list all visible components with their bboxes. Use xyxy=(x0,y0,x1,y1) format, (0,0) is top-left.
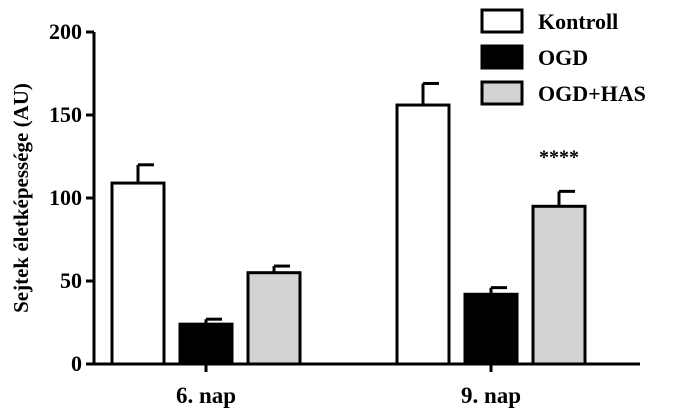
legend-label: OGD xyxy=(538,45,588,70)
y-tick-label: 150 xyxy=(49,102,82,127)
legend: Kontroll OGD OGD+HAS xyxy=(480,8,646,106)
bars: **** xyxy=(110,81,587,366)
bar-ogd-1 xyxy=(178,322,234,366)
axes: 0 50 100 150 200 6. nap 9. nap xyxy=(49,19,640,408)
y-tick-label: 0 xyxy=(71,351,82,376)
x-tick-label: 9. nap xyxy=(461,383,521,408)
bar-ogd-has-2 xyxy=(531,204,587,366)
legend-swatch xyxy=(480,8,524,34)
legend-swatch xyxy=(480,44,524,70)
significance-annotation: **** xyxy=(539,146,579,168)
legend-swatch xyxy=(480,80,524,106)
bar-kontroll-2 xyxy=(395,103,451,366)
legend-label: OGD+HAS xyxy=(538,81,646,106)
x-tick-label: 6. nap xyxy=(176,383,236,408)
y-tick-label: 50 xyxy=(60,268,82,293)
y-tick-label: 100 xyxy=(49,185,82,210)
bar-ogd-has-1 xyxy=(246,271,302,366)
bar-kontroll-1 xyxy=(110,181,166,366)
y-tick-label: 200 xyxy=(49,19,82,44)
bar-ogd-2 xyxy=(463,292,519,366)
legend-label: Kontroll xyxy=(538,9,618,34)
y-axis-title: Sejtek életképessége (AU) xyxy=(9,83,33,313)
